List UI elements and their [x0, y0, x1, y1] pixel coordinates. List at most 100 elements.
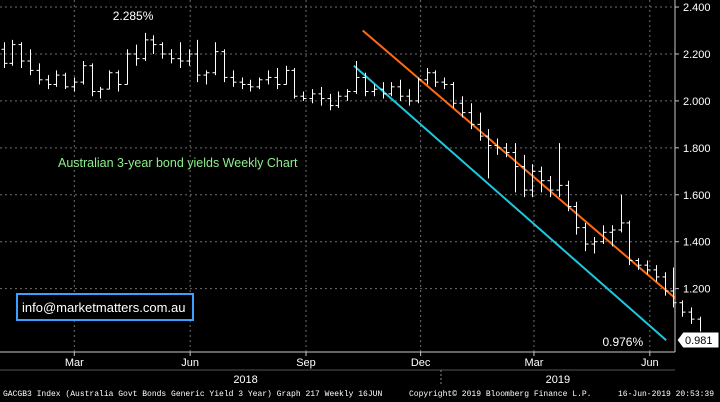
- x-tick-label: Jun: [641, 357, 659, 369]
- ohlc-bar: [380, 82, 387, 99]
- y-axis: 1.200 1.400 1.600 1.800 2.000 2.200 2.400 0.981: [675, 2, 720, 349]
- ohlc-bar: [609, 225, 616, 247]
- ohlc-bar: [644, 260, 651, 275]
- chart-title: Australian 3-year bond yields Weekly Cha…: [58, 156, 298, 170]
- ohlc-bar: [45, 75, 52, 90]
- y-tick-label: 1.600: [683, 190, 711, 202]
- annotations: 2.285% 0.976%: [113, 9, 644, 349]
- ohlc-bar: [626, 220, 633, 266]
- last-value-label: 0.981: [685, 335, 713, 347]
- ohlc-bar: [459, 96, 466, 118]
- ohlc-bar: [309, 89, 316, 104]
- ohlc-bar: [388, 82, 395, 97]
- footer-bar: GACGB3 Index (Australia Govt Bonds Gener…: [0, 388, 720, 402]
- ohlc-bar: [106, 70, 113, 90]
- ohlc-bar: [679, 300, 686, 317]
- contact-box-frame: [16, 293, 194, 321]
- ohlc-bar: [521, 154, 528, 198]
- y-tick-label: 1.400: [683, 237, 711, 249]
- ohlc-bar: [353, 61, 360, 94]
- ohlc-bar: [362, 72, 369, 97]
- ohlc-bar: [53, 70, 60, 87]
- contact-box[interactable]: info@marketmatters.com.au: [16, 293, 194, 321]
- ohlc-bar: [600, 225, 607, 245]
- ohlc-bar: [62, 72, 69, 90]
- y-tick-label: 1.800: [683, 143, 711, 155]
- ohlc-bar: [1, 42, 8, 69]
- year-label: 2018: [233, 374, 257, 386]
- ohlc-bar: [327, 93, 334, 111]
- ohlc-bar: [80, 61, 87, 85]
- ohlc-bar: [230, 70, 237, 87]
- trendline: [362, 29, 676, 299]
- ohlc-bar: [512, 143, 519, 193]
- ohlc-bar: [635, 258, 642, 270]
- x-tick-label: Dec: [411, 357, 431, 369]
- ohlc-bar: [477, 112, 484, 141]
- ohlc-bar: [97, 86, 104, 99]
- ohlc-bar: [591, 237, 598, 254]
- ohlc-bar: [538, 166, 545, 193]
- ohlc-bar: [150, 35, 157, 54]
- ohlc-bar: [415, 77, 422, 104]
- contact-email-link[interactable]: info@marketmatters.com.au: [22, 300, 185, 315]
- ohlc-bar: [662, 272, 669, 296]
- x-tick-label: Sep: [296, 357, 316, 369]
- y-tick-label: 2.400: [683, 2, 711, 14]
- ohlc-bar: [291, 68, 298, 99]
- ohlc-bar: [441, 77, 448, 90]
- ohlc-bar: [212, 42, 219, 76]
- ohlc-bar: [256, 77, 263, 90]
- ohlc-bar: [247, 79, 254, 92]
- ohlc-bar: [89, 63, 96, 97]
- high-annotation: 2.285%: [113, 9, 154, 23]
- ohlc-bar: [573, 201, 580, 235]
- ohlc-bar: [133, 44, 140, 66]
- ohlc-bar: [547, 176, 554, 198]
- ohlc-bar: [688, 307, 695, 324]
- ohlc-bar: [239, 77, 246, 90]
- low-annotation: 0.976%: [602, 335, 643, 349]
- footer-copyright: Copyright© 2019 Bloomberg Finance L.P.: [409, 390, 592, 399]
- ohlc-bar: [494, 138, 501, 155]
- ohlc-bar: [194, 39, 201, 83]
- ohlc-bar: [618, 194, 625, 233]
- ohlc-bar: [142, 32, 149, 62]
- trendline: [353, 64, 667, 342]
- ohlc-bar: [274, 68, 281, 90]
- ohlc-bar: [432, 70, 439, 87]
- ohlc-bar: [582, 222, 589, 252]
- ohlc-bar: [565, 180, 572, 212]
- x-axis: Mar Jun Sep Dec Mar Jun 2018 2019: [0, 352, 675, 386]
- y-tick-label: 2.000: [683, 96, 711, 108]
- ohlc-bar: [424, 68, 431, 85]
- ohlc-bar: [124, 49, 131, 85]
- year-label: 2019: [546, 374, 570, 386]
- ohlc-bar: [27, 49, 34, 76]
- ohlc-bar: [300, 91, 307, 101]
- last-value-tag: [676, 331, 720, 349]
- ohlc-bar: [450, 82, 457, 108]
- ohlc-bar: [9, 39, 16, 66]
- footer-timestamp: 16-Jun-2019 20:53:39: [618, 390, 715, 399]
- ohlc-bar: [71, 77, 78, 92]
- x-tick-label: Jun: [181, 357, 199, 369]
- ohlc-bar: [653, 265, 660, 282]
- x-tick-label: Mar: [65, 357, 84, 369]
- ohlc-bar: [344, 89, 351, 101]
- ohlc-bar: [203, 70, 210, 85]
- ohlc-bar: [168, 49, 175, 64]
- ohlc-bar: [177, 42, 184, 69]
- y-tick-label: 2.200: [683, 49, 711, 61]
- ohlc-bar: [283, 65, 290, 85]
- ohlc-bar: [485, 129, 492, 179]
- ohlc-bar: [556, 143, 563, 198]
- footer-left: GACGB3 Index (Australia Govt Bonds Gener…: [3, 390, 383, 399]
- ohlc-bar: [371, 84, 378, 97]
- ohlc-bar: [397, 79, 404, 101]
- ohlc-bar: [36, 63, 43, 85]
- ohlc-bar: [265, 70, 272, 85]
- ohlc-bar: [468, 103, 475, 130]
